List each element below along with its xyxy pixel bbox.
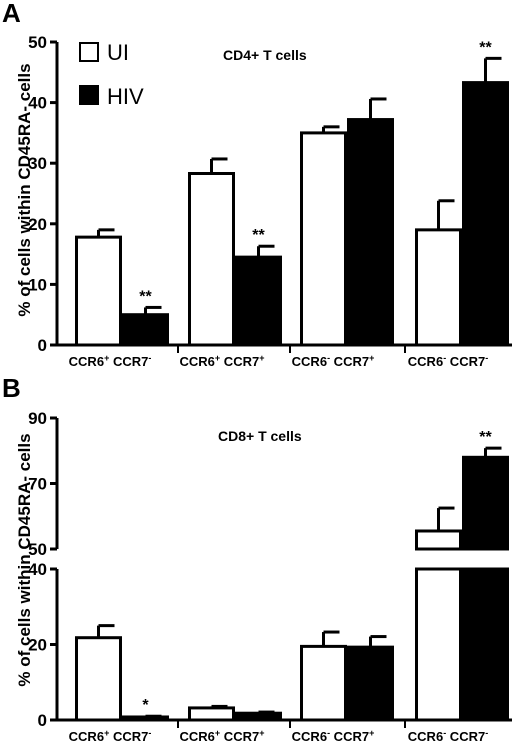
a-y-tick-label: 50	[28, 33, 47, 52]
b-bar-ui	[188, 706, 235, 722]
b-significance-label: **	[479, 429, 492, 446]
a-bar-ui	[75, 235, 122, 347]
b-significance-label: *	[142, 697, 149, 714]
b-bar-hiv	[235, 711, 282, 722]
b-y-tick-label: 40	[28, 560, 47, 579]
b-y-tick-label: 50	[28, 540, 47, 559]
a-category-label: CCR6- CCR7+	[292, 353, 375, 369]
a-category-label: CCR6+ CCR7+	[180, 353, 265, 369]
a-y-tick-label: 10	[28, 275, 47, 294]
b-category-label: CCR6+ CCR7+	[180, 728, 265, 744]
a-bar-hiv	[347, 118, 394, 347]
a-y-tick-label: 0	[38, 336, 47, 355]
legend: UI HIV	[79, 40, 144, 109]
a-bar-ui	[188, 172, 235, 347]
panel-label-b: B	[2, 373, 21, 403]
a-category-label: CCR6+ CCR7-	[69, 353, 152, 369]
b-bar-ui	[75, 636, 122, 722]
b-bar-ui	[415, 529, 462, 551]
chart-title-b: CD8+ T cells	[218, 428, 302, 444]
a-bar-hiv	[462, 81, 509, 347]
b-y-tick-label: 20	[28, 636, 47, 655]
a-significance-label: **	[479, 39, 492, 56]
a-significance-label: **	[252, 227, 265, 244]
a-y-tick-label: 20	[28, 215, 47, 234]
a-y-tick-label: 30	[28, 154, 47, 173]
b-y-tick-label: 90	[28, 409, 47, 428]
b-bar-hiv	[462, 567, 509, 722]
legend-swatch-hiv	[79, 85, 99, 105]
b-bar-hiv	[347, 645, 394, 722]
chart-title-a: CD4+ T cells	[223, 47, 307, 63]
a-bar-hiv	[235, 255, 282, 347]
y-axis-label-a: % of cells within CD45RA- cells	[15, 63, 34, 316]
b-bar-ui	[415, 567, 462, 722]
legend-label-ui: UI	[107, 40, 129, 65]
b-category-label: CCR6+ CCR7-	[69, 728, 152, 744]
a-y-tick-label: 40	[28, 94, 47, 113]
panel-label-a: A	[2, 0, 21, 28]
a-bar-ui	[415, 228, 462, 347]
b-y-tick-label: 70	[28, 475, 47, 494]
a-bar-hiv	[122, 313, 169, 347]
b-category-label: CCR6- CCR7+	[292, 728, 375, 744]
b-bar-hiv	[462, 455, 509, 551]
legend-label-hiv: HIV	[107, 84, 144, 109]
b-category-label: CCR6- CCR7-	[408, 728, 488, 744]
y-axis-label-b: % of cells within CD45RA- cells	[15, 433, 34, 686]
b-bar-ui	[300, 644, 347, 722]
plot-area-a: 0 10 20 30 40 50 ** ** ** CCR6+ CCR7- CCR6+ CCR7+ C…	[28, 33, 512, 369]
legend-swatch-ui	[79, 42, 99, 62]
a-bar-ui	[300, 131, 347, 347]
a-category-label: CCR6- CCR7-	[408, 353, 488, 369]
b-y-tick-label: 0	[38, 711, 47, 730]
a-significance-label: **	[139, 288, 152, 305]
